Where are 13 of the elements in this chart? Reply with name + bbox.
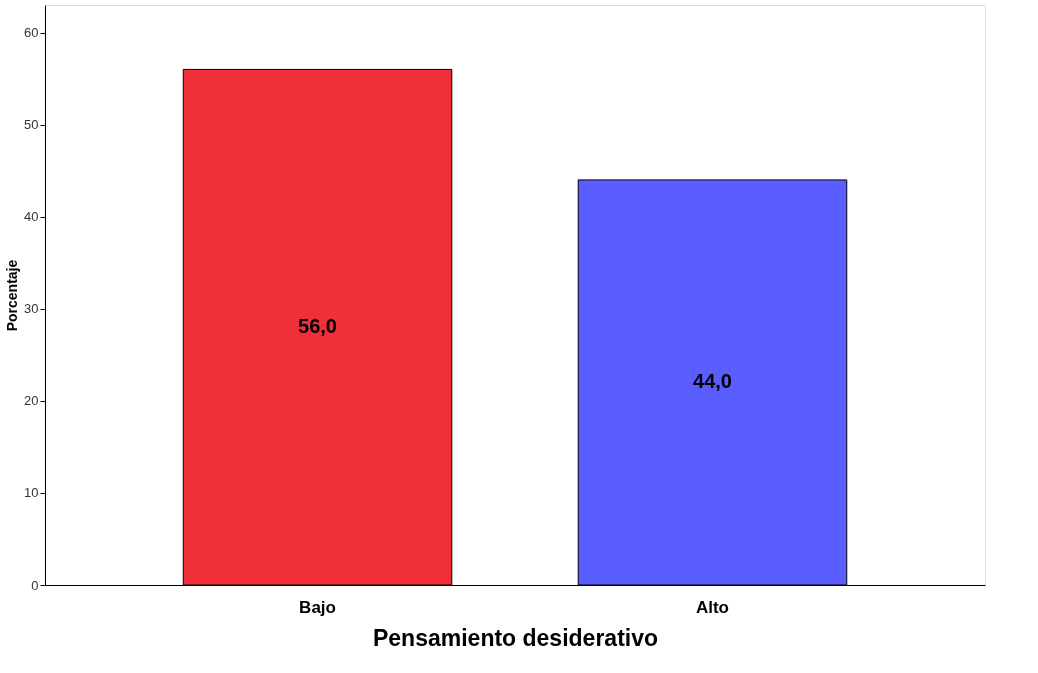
y-tick-label: 20 xyxy=(24,393,39,409)
x-tick-label: Alto xyxy=(695,597,729,617)
x-tick-label: Bajo xyxy=(299,597,336,617)
y-tick-label: 0 xyxy=(31,577,39,593)
data-label: 44,0 xyxy=(693,370,732,393)
y-tick-label: 10 xyxy=(24,485,39,501)
y-tick-label: 50 xyxy=(24,117,39,133)
y-tick-label: 30 xyxy=(24,301,39,317)
y-tick-label: 60 xyxy=(24,25,39,41)
y-tick-label: 40 xyxy=(24,209,39,225)
data-label: 56,0 xyxy=(298,315,337,338)
x-axis-title: Pensamiento desiderativo xyxy=(372,624,659,651)
y-axis-title: Porcentaje xyxy=(4,259,21,332)
